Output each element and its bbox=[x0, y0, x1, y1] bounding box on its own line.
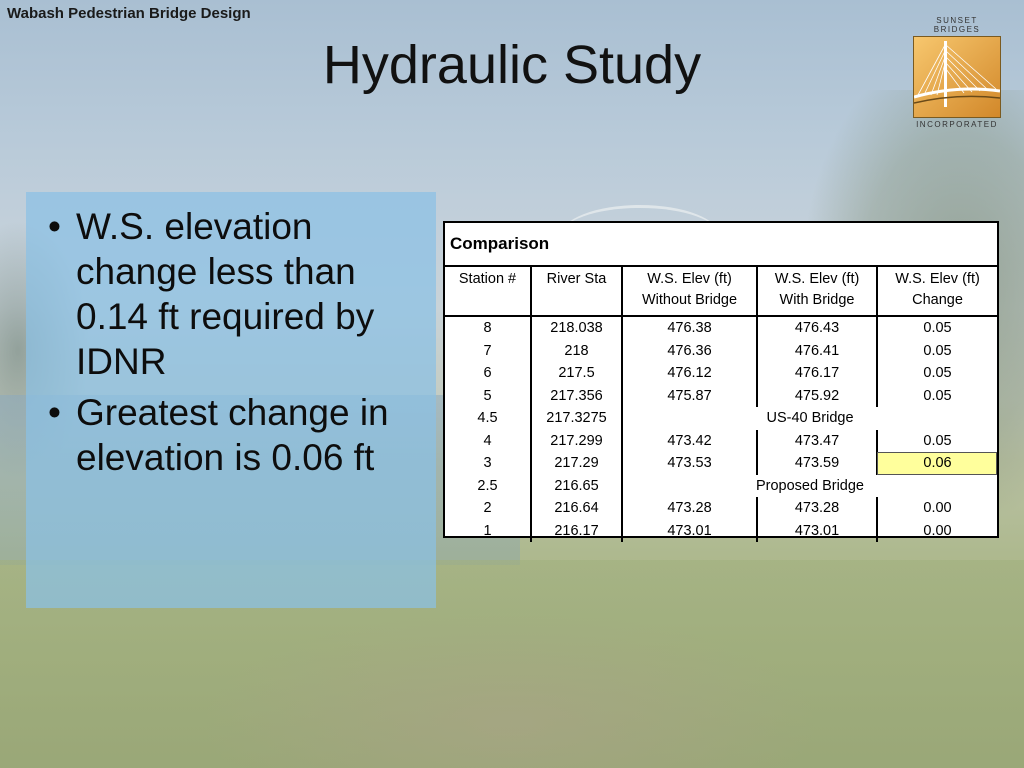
cell-river-sta: 217.29 bbox=[530, 452, 622, 475]
bullet-dot-icon: • bbox=[48, 392, 61, 433]
cell-change: 0.05 bbox=[876, 362, 997, 385]
company-logo: SUNSET BRIDGES INCORPORATED bbox=[912, 16, 1002, 129]
bridge-logo-icon bbox=[913, 36, 1001, 118]
table-row: 5 217.356 475.87 475.92 0.05 bbox=[445, 384, 997, 407]
cell-without-bridge: 475.87 bbox=[621, 384, 757, 407]
cell-station: 2 bbox=[483, 500, 492, 517]
table-row: 1 216.17 473.01 473.01 0.00 bbox=[445, 519, 997, 542]
table-row: 2 216.64 473.28 473.28 0.00 bbox=[445, 497, 997, 520]
cell-river-sta: 216.65 bbox=[530, 474, 622, 497]
cell-bridge-note: US-40 Bridge bbox=[621, 407, 997, 430]
cell-river-sta: 216.17 bbox=[530, 519, 622, 542]
bullet-item: • W.S. elevation change less than 0.14 ft… bbox=[48, 204, 418, 384]
cell-without-bridge: 473.53 bbox=[621, 452, 757, 475]
bullet-dot-icon: • bbox=[48, 206, 61, 247]
cell-change: 0.05 bbox=[876, 339, 997, 362]
logo-bottom-text: INCORPORATED bbox=[916, 120, 998, 129]
column-header: W.S. Elev (ft) Change bbox=[876, 266, 997, 317]
table-row: 8 218.038 476.38 476.43 0.05 bbox=[445, 316, 997, 340]
cell-station: 5 bbox=[483, 387, 492, 404]
bullet-item: • Greatest change in elevation is 0.06 ft bbox=[48, 390, 418, 480]
cell-with-bridge: 476.43 bbox=[756, 316, 877, 340]
cell-river-sta: 216.64 bbox=[530, 497, 622, 520]
slide-title: Hydraulic Study bbox=[322, 35, 702, 95]
cell-station: 1 bbox=[483, 522, 492, 539]
cell-with-bridge: 476.17 bbox=[756, 362, 877, 385]
bullet-list: • W.S. elevation change less than 0.14 ft… bbox=[48, 204, 418, 480]
table-row: 3 217.29 473.53 473.59 0.06 bbox=[445, 452, 997, 475]
cell-river-sta: 217.5 bbox=[530, 362, 622, 385]
cell-station: 2.5 bbox=[477, 477, 498, 494]
cell-river-sta: 217.299 bbox=[530, 429, 622, 452]
column-header: Station # bbox=[445, 266, 531, 317]
cell-without-bridge: 473.42 bbox=[621, 429, 757, 452]
cell-station: 7 bbox=[483, 342, 492, 359]
header-brand: Wabash Pedestrian Bridge Design bbox=[7, 5, 251, 22]
column-header: River Sta bbox=[530, 266, 622, 317]
cell-without-bridge: 476.12 bbox=[621, 362, 757, 385]
bullet-text: W.S. elevation change less than 0.14 ft … bbox=[76, 206, 375, 382]
table-row: 2.5 216.65 Proposed Bridge bbox=[445, 474, 997, 497]
table-row: 7 218 476.36 476.41 0.05 bbox=[445, 339, 997, 362]
cell-change-highlighted: 0.06 bbox=[876, 452, 997, 475]
cell-with-bridge: 475.92 bbox=[756, 384, 877, 407]
dirt-path bbox=[200, 610, 820, 768]
cell-station: 4 bbox=[483, 432, 492, 449]
cell-change: 0.05 bbox=[876, 384, 997, 407]
table-header-row: Station # River Sta W.S. Elev (ft) Withou… bbox=[445, 266, 997, 317]
cell-with-bridge: 476.41 bbox=[756, 339, 877, 362]
cell-without-bridge: 473.01 bbox=[621, 519, 757, 542]
cell-river-sta: 218 bbox=[530, 339, 622, 362]
cell-without-bridge: 476.36 bbox=[621, 339, 757, 362]
cell-station: 4.5 bbox=[477, 410, 498, 427]
cell-station: 3 bbox=[483, 455, 492, 472]
table-caption: Comparison bbox=[445, 223, 997, 267]
cell-with-bridge: 473.28 bbox=[756, 497, 877, 520]
column-header: W.S. Elev (ft) Without Bridge bbox=[621, 266, 757, 317]
cell-with-bridge: 473.01 bbox=[756, 519, 877, 542]
cell-river-sta: 217.356 bbox=[530, 384, 622, 407]
cell-with-bridge: 473.47 bbox=[756, 429, 877, 452]
cell-river-sta: 218.038 bbox=[530, 316, 622, 340]
cell-change: 0.00 bbox=[876, 497, 997, 520]
bridge-arch bbox=[560, 205, 720, 268]
column-header: W.S. Elev (ft) With Bridge bbox=[756, 266, 877, 317]
cell-station: 8 bbox=[483, 320, 492, 337]
cell-change: 0.05 bbox=[876, 429, 997, 452]
comparison-table-wrapper: Comparison Station # River Sta W.S. Elev… bbox=[443, 221, 999, 542]
cell-change: 0.05 bbox=[876, 316, 997, 340]
cell-with-bridge: 473.59 bbox=[756, 452, 877, 475]
bullet-panel: • W.S. elevation change less than 0.14 ft… bbox=[26, 192, 436, 608]
table-row: 6 217.5 476.12 476.17 0.05 bbox=[445, 362, 997, 385]
cell-without-bridge: 476.38 bbox=[621, 316, 757, 340]
table-row: 4 217.299 473.42 473.47 0.05 bbox=[445, 429, 997, 452]
bullet-text: Greatest change in elevation is 0.06 ft bbox=[76, 392, 389, 478]
logo-top-text: SUNSET BRIDGES bbox=[933, 16, 981, 34]
table-row: 4.5 217.3275 US-40 Bridge bbox=[445, 407, 997, 430]
comparison-table: Comparison Station # River Sta W.S. Elev… bbox=[445, 223, 997, 542]
cell-change: 0.00 bbox=[876, 519, 997, 542]
cell-station: 6 bbox=[483, 365, 492, 382]
cell-without-bridge: 473.28 bbox=[621, 497, 757, 520]
cell-bridge-note: Proposed Bridge bbox=[621, 474, 997, 497]
cell-river-sta: 217.3275 bbox=[530, 407, 622, 430]
